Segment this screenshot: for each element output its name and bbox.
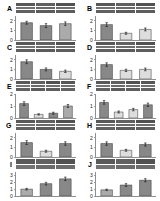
svg-text:1: 1 xyxy=(90,103,93,109)
svg-text:0: 0 xyxy=(90,193,93,199)
svg-text:2: 2 xyxy=(90,179,93,185)
svg-text:G: G xyxy=(6,122,12,129)
svg-text:1: 1 xyxy=(90,27,93,33)
svg-text:E: E xyxy=(7,83,12,90)
svg-text:A: A xyxy=(7,5,12,12)
svg-text:2: 2 xyxy=(10,135,13,141)
svg-text:B: B xyxy=(87,5,92,12)
svg-text:I: I xyxy=(10,161,12,168)
svg-text:1: 1 xyxy=(10,66,13,72)
svg-text:0: 0 xyxy=(10,193,13,199)
svg-text:2: 2 xyxy=(90,57,93,63)
svg-text:0: 0 xyxy=(90,76,93,82)
svg-text:2: 2 xyxy=(90,135,93,141)
svg-text:3: 3 xyxy=(90,172,93,178)
svg-text:0: 0 xyxy=(10,154,13,160)
svg-text:1: 1 xyxy=(90,186,93,192)
svg-text:2: 2 xyxy=(10,57,13,63)
svg-text:1: 1 xyxy=(10,186,13,192)
svg-text:1: 1 xyxy=(10,144,13,150)
svg-text:1: 1 xyxy=(90,144,93,150)
svg-text:F: F xyxy=(87,83,92,90)
svg-text:2: 2 xyxy=(10,91,13,97)
svg-text:0: 0 xyxy=(90,154,93,160)
svg-text:0: 0 xyxy=(10,115,13,121)
svg-text:0: 0 xyxy=(90,115,93,121)
svg-text:3: 3 xyxy=(10,172,13,178)
svg-text:2: 2 xyxy=(10,179,13,185)
svg-text:J: J xyxy=(88,161,92,168)
svg-text:C: C xyxy=(7,44,12,51)
svg-text:2: 2 xyxy=(90,91,93,97)
svg-text:2: 2 xyxy=(10,18,13,24)
svg-text:1: 1 xyxy=(10,103,13,109)
svg-text:0: 0 xyxy=(10,76,13,82)
svg-text:0: 0 xyxy=(90,37,93,43)
svg-text:D: D xyxy=(87,44,92,51)
svg-text:1: 1 xyxy=(10,27,13,33)
svg-text:1: 1 xyxy=(90,66,93,72)
svg-text:2: 2 xyxy=(90,18,93,24)
svg-text:H: H xyxy=(87,122,92,129)
svg-text:0: 0 xyxy=(10,37,13,43)
